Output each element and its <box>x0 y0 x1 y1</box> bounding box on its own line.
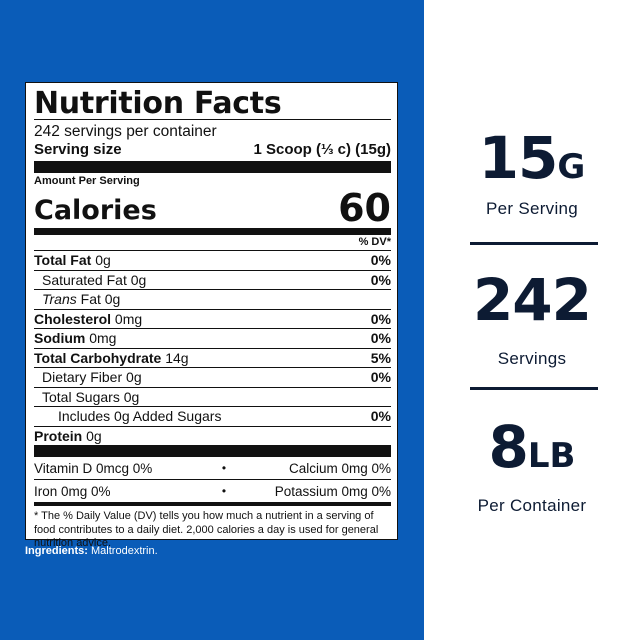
bullet-separator: • <box>221 484 227 498</box>
nutrient-amount: 0g <box>104 291 121 308</box>
nutrient-amount: 0g <box>95 252 111 269</box>
daily-value-footnote: * The % Daily Value (DV) tells you how m… <box>34 510 379 549</box>
amount-per-serving: Amount Per Serving <box>34 175 140 187</box>
nutrient-name: Includes 0g Added Sugars <box>58 408 222 425</box>
stat-value: 8 <box>488 413 529 481</box>
nutrient-amount: 0mg <box>114 310 143 327</box>
ingredients-label: Ingredients: <box>25 545 88 557</box>
nutrient-row-total-fat: Total Fat 0g 0% <box>34 250 391 270</box>
nutrient-dv: 0% <box>370 310 391 327</box>
stat-servings: 242 Servings <box>424 270 640 369</box>
nutrient-name: Cholesterol <box>34 310 112 327</box>
nutrient-name-suffix: Fat <box>80 291 101 308</box>
divider-mid <box>34 228 391 235</box>
nutrient-dv: 0% <box>370 369 391 386</box>
divider-heavy <box>34 161 391 173</box>
vitamin-right: Calcium 0mg 0% <box>288 460 391 476</box>
nutrient-row-added-sugars: Includes 0g Added Sugars 0% <box>34 406 391 426</box>
nutrient-row-sodium: Sodium 0mg 0% <box>34 328 391 348</box>
stat-container-weight: 8LB Per Container <box>424 417 640 516</box>
calories-value: 60 <box>338 186 391 230</box>
vitamin-right: Potassium 0mg 0% <box>274 483 391 499</box>
nutrient-dv: 0% <box>370 252 391 269</box>
nutrient-name: Total Carbohydrate <box>34 349 162 366</box>
serving-size-value: 1 Scoop (⅓ c) (15g) <box>253 141 391 158</box>
nutrient-name: Protein <box>34 427 83 444</box>
stat-value: 242 <box>472 266 592 334</box>
servings-per-container: 242 servings per container <box>34 123 217 140</box>
nutrient-row-saturated-fat: Saturated Fat 0g 0% <box>34 269 391 290</box>
bullet-separator: • <box>221 461 227 475</box>
calories-row: Calories 60 <box>34 186 391 230</box>
nutrition-facts-label: Nutrition Facts 242 servings per contain… <box>25 82 398 549</box>
nutrient-name: Saturated Fat <box>42 271 127 288</box>
nutrient-amount: 0g <box>86 427 102 444</box>
nutrient-row-trans-fat: Trans Fat 0g <box>34 289 391 309</box>
stat-caption: Per Container <box>477 496 587 515</box>
nutrient-name: Sodium <box>34 330 86 347</box>
divider <box>34 479 391 480</box>
divider <box>34 119 391 120</box>
nutrient-row-total-carbohydrate: Total Carbohydrate 14g 5% <box>34 347 391 368</box>
nutrient-dv: 0% <box>370 330 391 347</box>
nutrient-amount: 14g <box>165 349 189 366</box>
nutrition-facts-title: Nutrition Facts <box>34 86 282 121</box>
stat-caption: Per Serving <box>485 199 579 218</box>
vitamin-left: Iron 0mg 0% <box>34 483 111 499</box>
nutrient-row-protein: Protein 0g <box>34 425 391 446</box>
nutrient-name: Total Sugars <box>42 388 120 405</box>
nutrient-dv: 0% <box>370 271 391 288</box>
nutrient-amount: 0g <box>123 388 140 405</box>
vitamin-row: Iron 0mg 0% • Potassium 0mg 0% <box>34 480 391 502</box>
nutrient-name: Dietary Fiber <box>42 369 123 386</box>
stat-divider <box>470 242 598 245</box>
stat-protein-per-serving: 15G Per Serving <box>424 128 640 219</box>
stat-caption: Servings <box>497 349 567 368</box>
nutrient-dv: 0% <box>370 408 391 425</box>
nutrient-row-total-sugars: Total Sugars 0g <box>34 386 391 407</box>
serving-size-row: Serving size 1 Scoop (⅓ c) (15g) <box>34 141 391 159</box>
stat-unit: G <box>557 147 586 187</box>
nutrient-name: Total Fat <box>34 252 92 269</box>
nutrient-dv: 5% <box>370 349 391 366</box>
ingredients-line: Ingredients: Maltrodextrin. <box>25 545 158 557</box>
vitamin-row: Vitamin D 0mcg 0% • Calcium 0mg 0% <box>34 457 391 479</box>
nutrient-amount: 0g <box>130 271 147 288</box>
stat-divider <box>470 387 598 390</box>
vitamin-left: Vitamin D 0mcg 0% <box>34 460 153 476</box>
ingredients-text: Maltrodextrin. <box>91 545 158 557</box>
serving-size-label: Serving size <box>34 141 122 158</box>
stat-unit: LB <box>527 436 576 476</box>
nutrient-row-cholesterol: Cholesterol 0mg 0% <box>34 308 391 329</box>
stat-value: 15 <box>478 124 559 192</box>
calories-label: Calories <box>34 195 157 226</box>
nutrient-row-dietary-fiber: Dietary Fiber 0g 0% <box>34 367 391 387</box>
divider-heavy <box>34 445 391 457</box>
divider-mid <box>34 502 391 506</box>
nutrient-amount: 0mg <box>89 330 117 347</box>
nutrient-name: Trans <box>42 291 77 308</box>
daily-value-header: % DV* <box>358 236 391 248</box>
nutrient-amount: 0g <box>126 369 142 386</box>
